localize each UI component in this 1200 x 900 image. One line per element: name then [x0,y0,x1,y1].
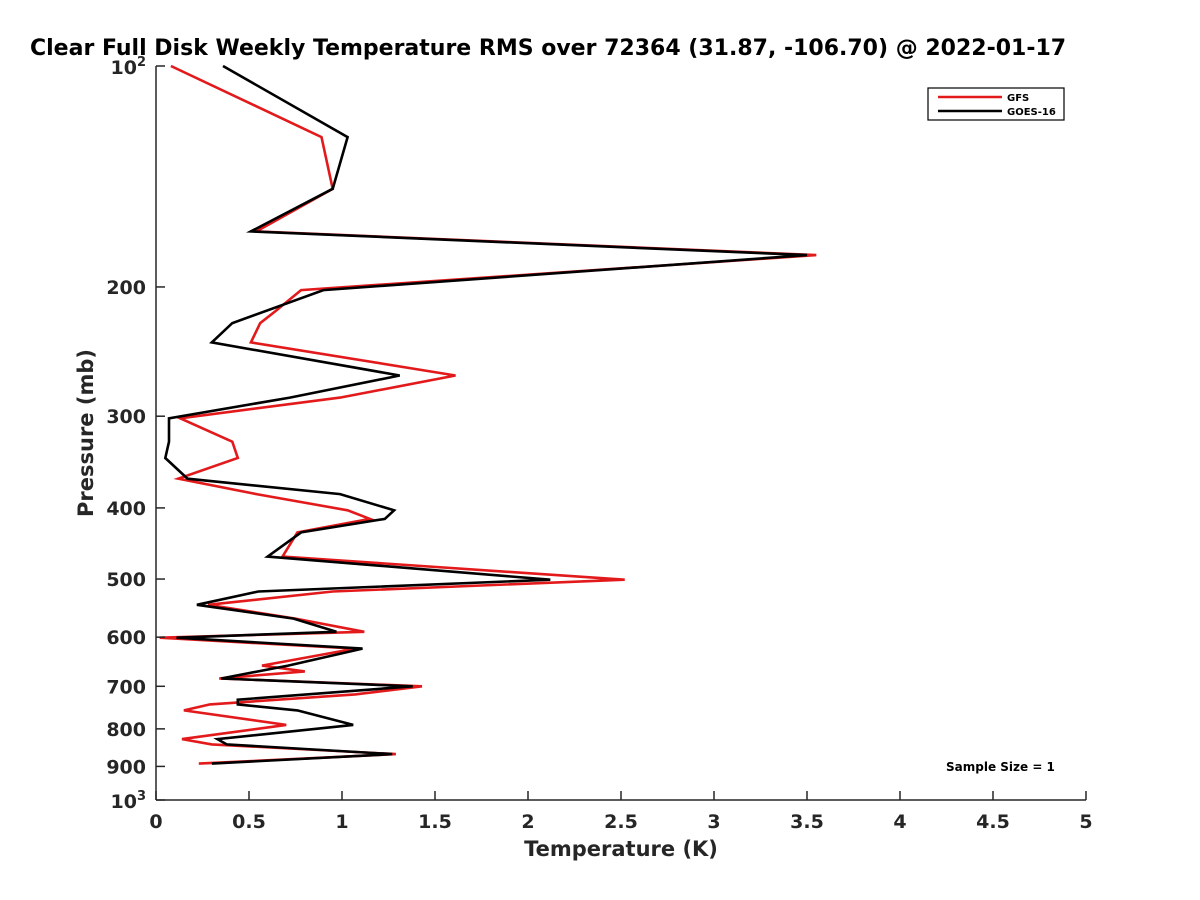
y-tick-label-base: 10 [111,791,137,813]
y-tick-label: 500 [106,569,146,591]
series-layer [159,64,817,765]
x-tick-label: 5 [1079,811,1092,833]
y-tick-label: 800 [106,719,146,741]
x-tick-label: 4 [893,811,906,833]
x-tick-label: 1 [335,811,348,833]
legend-box [927,87,1065,121]
series-line-goes-16 [163,64,808,765]
x-axis-label: Temperature (K) [524,837,718,861]
x-tick-label: 4.5 [976,811,1010,833]
x-tick-label: 0.5 [232,811,266,833]
legend-label: GFS [1007,93,1029,104]
y-tick-label-exponent: 2 [137,55,146,70]
sample-size-note: Sample Size = 1 [946,760,1055,774]
chart-title: Clear Full Disk Weekly Temperature RMS o… [30,36,1066,61]
y-tick-label: 600 [106,627,146,649]
legend: GFS GOES-16 [927,87,1065,121]
y-axis-label: Pressure (mb) [74,349,98,517]
y-tick-label: 400 [106,498,146,520]
x-tick-label: 2.5 [604,811,638,833]
x-tick-label: 1.5 [418,811,452,833]
y-tick-label-base: 10 [111,57,137,79]
series-line-gfs [159,64,817,765]
x-tick-label: 3.5 [790,811,824,833]
y-tick-label: 102 [111,55,147,79]
x-tick-label: 3 [707,811,720,833]
y-tick-label: 103 [111,789,147,813]
legend-label: GOES-16 [1007,107,1056,118]
y-tick-label: 200 [106,277,146,299]
y-tick-label: 900 [106,756,146,778]
axes-layer [155,66,1086,801]
x-tick-label: 2 [521,811,534,833]
y-tick-label: 300 [106,406,146,428]
y-tick-label: 700 [106,676,146,698]
x-tick-label: 0 [149,811,162,833]
x-ticks: 0 0.5 1 1.5 2 2.5 3 3.5 4 4.5 5 [149,791,1093,833]
y-tick-label-exponent: 3 [137,789,146,804]
